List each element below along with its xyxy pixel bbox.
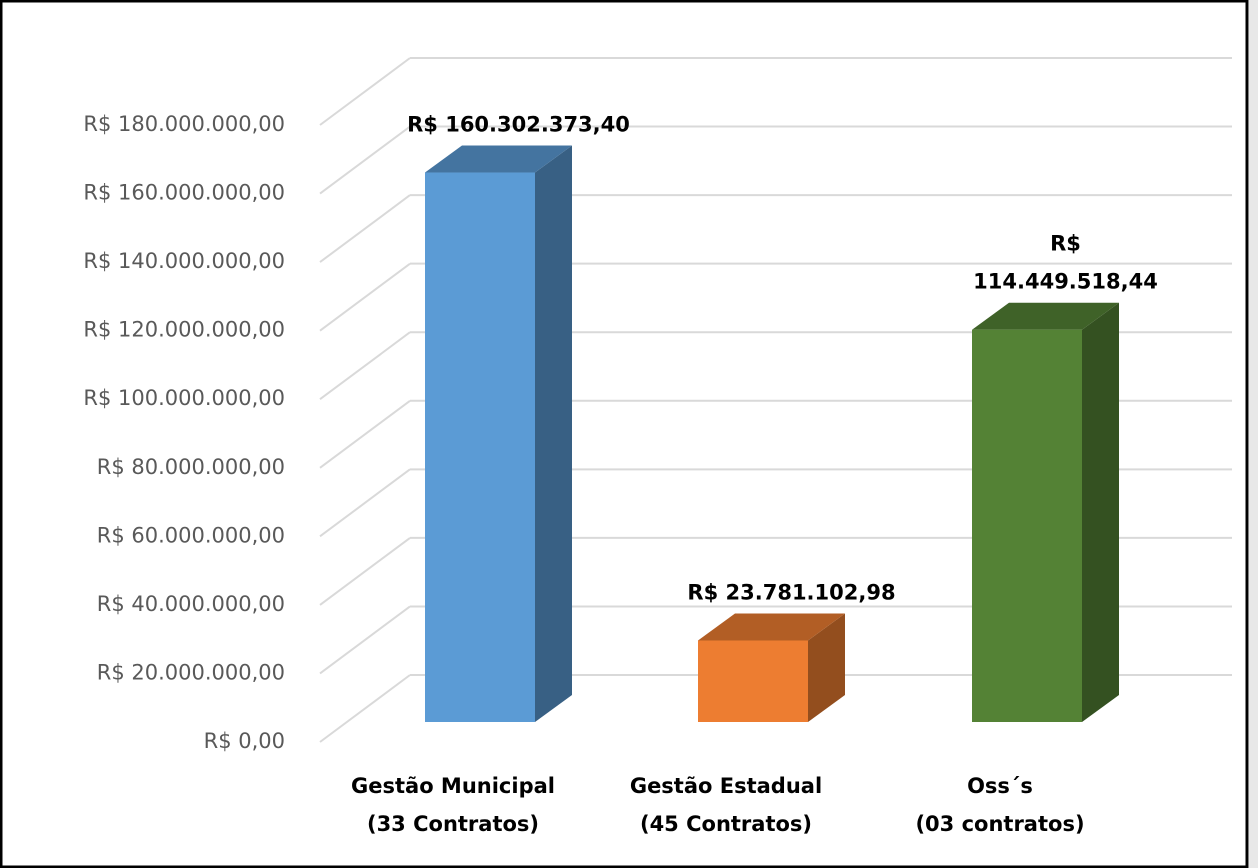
bar-side xyxy=(808,613,845,722)
value-label: R$ 23.781.102,98 xyxy=(687,580,895,604)
bar-top xyxy=(425,145,572,173)
y-tick-label: R$ 160.000.000,00 xyxy=(83,181,285,205)
y-tick-label: R$ 100.000.000,00 xyxy=(83,386,285,410)
y-tick-label: R$ 180.000.000,00 xyxy=(83,112,285,136)
bar-top xyxy=(972,302,1119,330)
y-tick-label: R$ 0,00 xyxy=(204,729,285,753)
grid-line xyxy=(319,605,411,675)
bar-top xyxy=(698,613,845,641)
y-tick-label: R$ 20.000.000,00 xyxy=(97,660,285,684)
y-tick-label: R$ 140.000.000,00 xyxy=(83,249,285,273)
grid-line xyxy=(319,194,411,263)
grid-line xyxy=(319,468,411,538)
y-tick-label: R$ 40.000.000,00 xyxy=(97,592,285,616)
grid-line xyxy=(319,674,411,743)
y-tick-label: R$ 80.000.000,00 xyxy=(97,455,285,479)
bar xyxy=(425,172,535,722)
grid-line xyxy=(319,125,411,195)
grid-line xyxy=(319,331,411,401)
x-tick-label: Gestão Municipal (33 Contratos) xyxy=(351,774,555,836)
y-tick-label: R$ 120.000.000,00 xyxy=(83,318,285,342)
value-label: R$ 160.302.373,40 xyxy=(407,113,630,137)
bar xyxy=(972,329,1082,722)
grid-line xyxy=(319,537,411,606)
value-label: R$ 114.449.518,44 xyxy=(973,232,1158,294)
grid-line xyxy=(319,262,411,332)
x-tick-label: Oss´s (03 contratos) xyxy=(915,774,1084,836)
bar-side xyxy=(535,145,572,722)
bar xyxy=(698,640,808,722)
y-tick-label: R$ 60.000.000,00 xyxy=(97,523,285,547)
grid-line xyxy=(319,399,411,469)
edge xyxy=(1249,0,1258,868)
x-tick-label: Gestão Estadual (45 Contratos) xyxy=(630,774,822,836)
bar-side xyxy=(1082,302,1119,722)
grid-line xyxy=(319,57,411,126)
